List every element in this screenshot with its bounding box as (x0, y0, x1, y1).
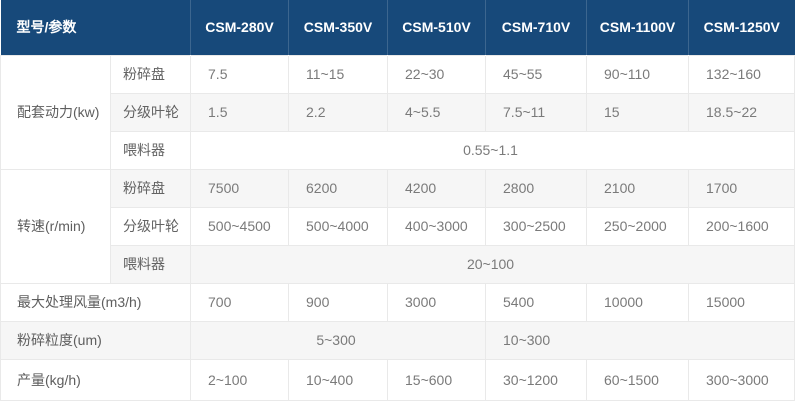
value-cell: 500~4000 (288, 206, 389, 246)
table-row-power-feeder: 喂料器 0.55~1.1 (1, 130, 796, 170)
table-row-fineness: 粉碎粒度(um) 5~300 10~300 (0, 320, 796, 360)
model-header-cell: CSM-510V (387, 0, 487, 55)
value-cell: 18.5~22 (688, 92, 796, 132)
merged-value-cell: 20~100 (190, 244, 796, 284)
model-header-cell: CSM-350V (288, 0, 389, 55)
row-label-cell-fineness: 粉碎粒度(um) (0, 320, 192, 360)
table-row-capacity: 产量(kg/h) 2~100 10~400 15~600 30~1200 60~… (0, 358, 796, 401)
header-row: 型号/参数 CSM-280V CSM-350V CSM-510V CSM-710… (0, 0, 795, 55)
value-cell: 400~3000 (387, 206, 487, 246)
value-cell: 15~600 (387, 358, 487, 401)
value-cell: 300~3000 (688, 358, 796, 401)
value-cell: 1700 (688, 168, 796, 208)
sub-label-cell: 粉碎盘 (109, 54, 192, 94)
table-row-airflow: 最大处理风量(m3/h) 700 900 3000 5400 10000 150… (0, 282, 796, 322)
param-header-cell: 型号/参数 (0, 0, 192, 55)
value-cell: 45~55 (485, 54, 588, 94)
value-cell: 3000 (387, 282, 487, 322)
sub-label-cell: 粉碎盘 (109, 168, 192, 208)
value-cell: 700 (190, 282, 290, 322)
value-cell: 250~2000 (586, 206, 690, 246)
row-label-cell-airflow: 最大处理风量(m3/h) (0, 282, 192, 322)
sub-label-cell: 分级叶轮 (109, 92, 192, 132)
merged-value-cell-left: 5~300 (190, 320, 487, 360)
value-cell: 7.5 (190, 54, 290, 94)
value-cell: 2800 (485, 168, 588, 208)
value-cell: 15 (586, 92, 690, 132)
value-cell: 300~2500 (485, 206, 588, 246)
value-cell: 132~160 (688, 54, 796, 94)
value-cell: 10~400 (288, 358, 389, 401)
value-cell: 2.2 (288, 92, 389, 132)
value-cell: 4~5.5 (387, 92, 487, 132)
value-cell: 2~100 (190, 358, 290, 401)
value-cell: 10000 (586, 282, 690, 322)
value-cell: 4200 (387, 168, 487, 208)
value-cell: 30~1200 (485, 358, 588, 401)
value-cell: 7500 (190, 168, 290, 208)
group-label-cell-speed: 转速(r/min) (0, 168, 111, 284)
table-row-speed-disc: 转速(r/min) 粉碎盘 7500 6200 4200 2800 2100 1… (0, 168, 796, 284)
value-cell: 90~110 (586, 54, 690, 94)
value-cell: 6200 (288, 168, 389, 208)
value-cell: 900 (288, 282, 389, 322)
sub-label-cell: 分级叶轮 (109, 206, 192, 246)
table-row-power-impeller: 分级叶轮 1.5 2.2 4~5.5 7.5~11 15 18.5~22 (1, 92, 796, 132)
value-cell: 5400 (485, 282, 588, 322)
sub-label-cell: 喂料器 (109, 130, 192, 170)
model-header-cell: CSM-1100V (586, 0, 690, 55)
model-header-cell: CSM-710V (485, 0, 588, 55)
value-cell: 11~15 (288, 54, 389, 94)
sub-label-cell: 喂料器 (109, 244, 192, 284)
row-label-cell-capacity: 产量(kg/h) (0, 358, 192, 401)
model-header-cell: CSM-1250V (688, 0, 795, 55)
value-cell: 1.5 (190, 92, 290, 132)
model-header-cell: CSM-280V (190, 0, 290, 55)
merged-value-cell-right: 10~300 (485, 320, 796, 360)
merged-value-cell: 0.55~1.1 (190, 130, 796, 170)
table-row-speed-impeller: 分级叶轮 500~4500 500~4000 400~3000 300~2500… (1, 206, 796, 246)
table-row-speed-feeder: 喂料器 20~100 (1, 244, 796, 284)
value-cell: 200~1600 (688, 206, 796, 246)
value-cell: 7.5~11 (485, 92, 588, 132)
group-label-cell-power: 配套动力(kw) (0, 54, 111, 170)
table-row-power-disc: 配套动力(kw) 粉碎盘 7.5 11~15 22~30 45~55 90~11… (0, 54, 796, 170)
value-cell: 15000 (688, 282, 796, 322)
table-header: 型号/参数 CSM-280V CSM-350V CSM-510V CSM-710… (0, 0, 795, 55)
value-cell: 22~30 (387, 54, 487, 94)
value-cell: 60~1500 (586, 358, 690, 401)
value-cell: 500~4500 (190, 206, 290, 246)
value-cell: 2100 (586, 168, 690, 208)
